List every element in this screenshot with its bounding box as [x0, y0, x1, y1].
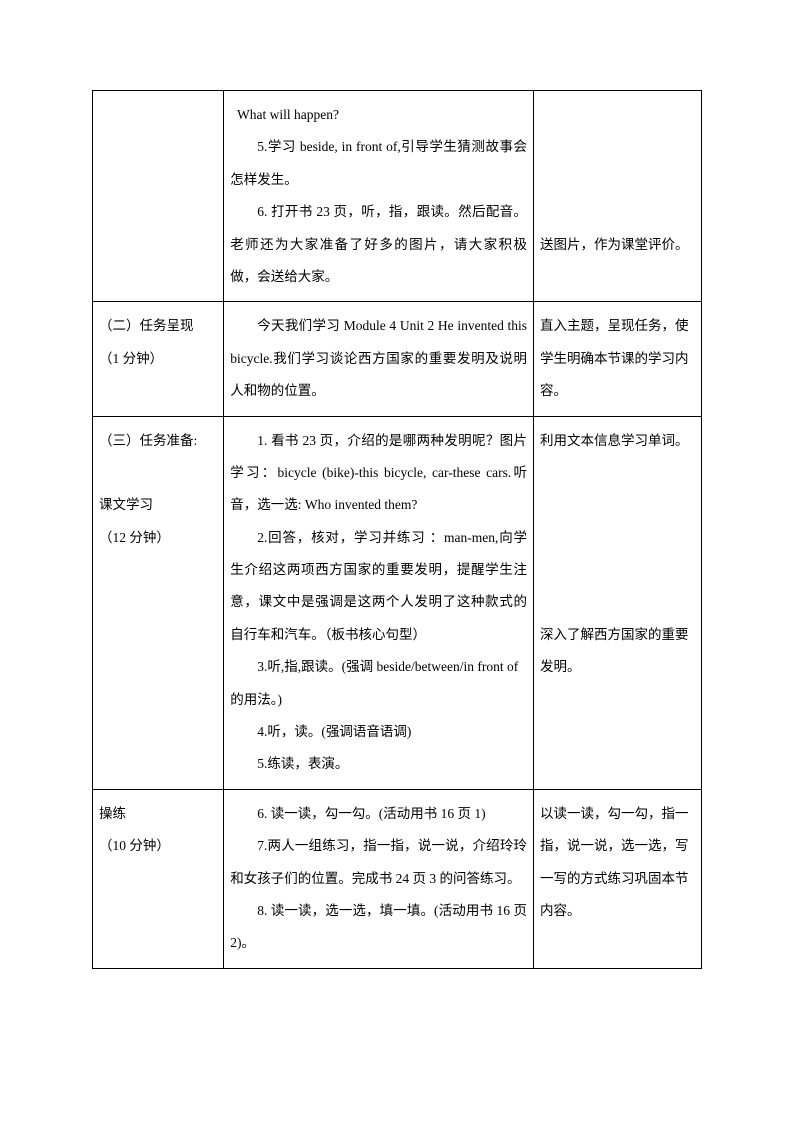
- content-para: 8. 读一读，选一选，填一填。(活动用书 16 页 2)。: [230, 895, 527, 960]
- stage-cell: [93, 91, 224, 302]
- stage-text: 操练: [99, 798, 217, 830]
- content-cell: 今天我们学习 Module 4 Unit 2 He invented this …: [224, 302, 534, 416]
- content-para: What will happen?: [230, 99, 527, 131]
- purpose-cell: 利用文本信息学习单词。 深入了解西方国家的重要发明。: [534, 416, 702, 789]
- content-cell: 1. 看书 23 页，介绍的是哪两种发明呢？图片学习：bicycle (bike…: [224, 416, 534, 789]
- content-para: 4.听，读。(强调语音语调): [230, 716, 527, 748]
- table-row: 操练 （10 分钟） 6. 读一读，勾一勾。(活动用书 16 页 1) 7.两人…: [93, 789, 702, 968]
- stage-text: （三）任务准备:: [99, 425, 217, 457]
- stage-cell: 操练 （10 分钟）: [93, 789, 224, 968]
- purpose-line: 以读一读，勾一勾，指一指，说一说，选一选，写一写的方式练习巩固本节内容。: [540, 798, 695, 928]
- purpose-cell: 直入主题，呈现任务，使学生明确本节课的学习内容。: [534, 302, 702, 416]
- purpose-line: [540, 489, 695, 521]
- content-para: 6. 读一读，勾一勾。(活动用书 16 页 1): [230, 798, 527, 830]
- content-para: 1. 看书 23 页，介绍的是哪两种发明呢？图片学习：bicycle (bike…: [230, 425, 527, 522]
- stage-text: 课文学习: [99, 489, 217, 521]
- purpose-cell: 送图片，作为课堂评价。: [534, 91, 702, 302]
- content-para: 5.学习 beside, in front of,引导学生猜测故事会怎样发生。: [230, 131, 527, 196]
- purpose-line: [540, 99, 695, 131]
- purpose-line: [540, 131, 695, 163]
- stage-cell: （三）任务准备: 课文学习 （12 分钟）: [93, 416, 224, 789]
- purpose-line: [540, 554, 695, 586]
- table-row: What will happen? 5.学习 beside, in front …: [93, 91, 702, 302]
- purpose-line: [540, 457, 695, 489]
- content-para: 6. 打开书 23 页，听，指，跟读。然后配音。老师还为大家准备了好多的图片，请…: [230, 196, 527, 293]
- table-row: （二）任务呈现 （1 分钟） 今天我们学习 Module 4 Unit 2 He…: [93, 302, 702, 416]
- content-para: 2.回答，核对，学习并练习 ：man-men,向学生介绍这两项西方国家的重要发明…: [230, 522, 527, 652]
- content-cell: What will happen? 5.学习 beside, in front …: [224, 91, 534, 302]
- stage-text: （10 分钟）: [99, 830, 217, 862]
- stage-cell: （二）任务呈现 （1 分钟）: [93, 302, 224, 416]
- content-para: 5.练读，表演。: [230, 748, 527, 780]
- table-row: （三）任务准备: 课文学习 （12 分钟） 1. 看书 23 页，介绍的是哪两种…: [93, 416, 702, 789]
- content-para: 今天我们学习 Module 4 Unit 2 He invented this …: [230, 310, 527, 407]
- stage-text: （12 分钟）: [99, 522, 217, 554]
- purpose-line: 送图片，作为课堂评价。: [540, 229, 695, 261]
- stage-text: （二）任务呈现: [99, 310, 217, 342]
- content-para: 3.听,指,跟读。(强调 beside/between/in front of …: [230, 651, 527, 716]
- stage-text: （1 分钟）: [99, 343, 217, 375]
- content-para: 7.两人一组练习，指一指，说一说，介绍玲玲和女孩子们的位置。完成书 24 页 3…: [230, 830, 527, 895]
- purpose-line: [540, 196, 695, 228]
- purpose-line: [540, 586, 695, 618]
- purpose-line: 深入了解西方国家的重要发明。: [540, 619, 695, 684]
- purpose-line: [540, 164, 695, 196]
- lesson-plan-table: What will happen? 5.学习 beside, in front …: [92, 90, 702, 969]
- purpose-line: 直入主题，呈现任务，使学生明确本节课的学习内容。: [540, 310, 695, 407]
- purpose-line: 利用文本信息学习单词。: [540, 425, 695, 457]
- purpose-line: [540, 522, 695, 554]
- stage-text: [99, 457, 217, 489]
- purpose-cell: 以读一读，勾一勾，指一指，说一说，选一选，写一写的方式练习巩固本节内容。: [534, 789, 702, 968]
- content-cell: 6. 读一读，勾一勾。(活动用书 16 页 1) 7.两人一组练习，指一指，说一…: [224, 789, 534, 968]
